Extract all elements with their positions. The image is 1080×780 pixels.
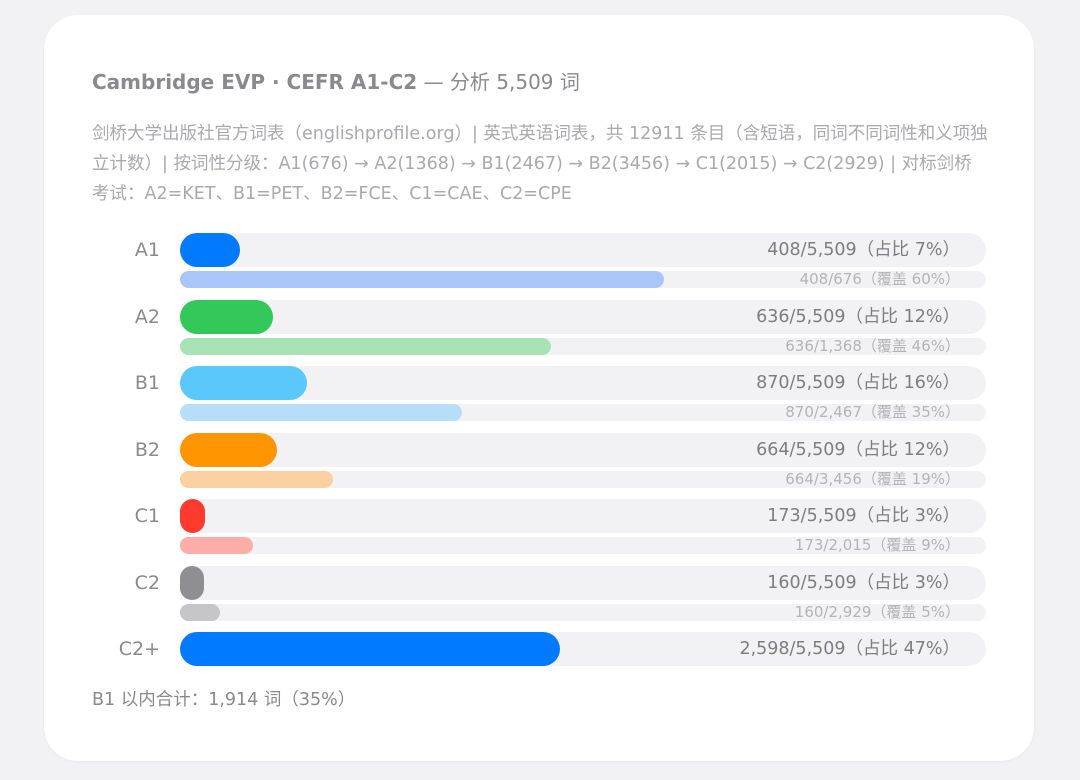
coverage-track-a1: 408/676（覆盖 60%） bbox=[180, 271, 986, 288]
chart-bars: A1 408/5,509（占比 7%） 408/676（覆盖 60%） A2 636/5… bbox=[44, 15, 1034, 761]
chart-title-count: — 分析 5,509 词 bbox=[417, 70, 580, 94]
coverage-track-c2: 160/2,929（覆盖 5%） bbox=[180, 604, 986, 621]
bar-track-c2: 160/5,509（占比 3%） bbox=[180, 566, 986, 600]
share-bar-a1 bbox=[180, 233, 240, 267]
level-label-c2-plus: C2+ bbox=[118, 638, 160, 660]
bar-track-a2: 636/5,509（占比 12%） bbox=[180, 300, 986, 334]
share-value-label-b1: 870/5,509（占比 16%） bbox=[756, 373, 960, 393]
level-label-b1: B1 bbox=[134, 372, 160, 394]
level-label-a1: A1 bbox=[134, 239, 160, 261]
share-bar-a2 bbox=[180, 300, 273, 334]
bar-track-c2-plus: 2,598/5,509（占比 47%） bbox=[180, 632, 986, 666]
share-bar-c2 bbox=[180, 566, 204, 600]
coverage-bar-a1 bbox=[180, 271, 664, 288]
share-value-label-c2-plus: 2,598/5,509（占比 47%） bbox=[739, 639, 960, 659]
coverage-bar-c2 bbox=[180, 604, 220, 621]
coverage-bar-c1 bbox=[180, 537, 253, 554]
share-bar-b1 bbox=[180, 366, 307, 400]
coverage-value-label-b1: 870/2,467（覆盖 35%） bbox=[785, 403, 960, 421]
coverage-track-c1: 173/2,015（覆盖 9%） bbox=[180, 537, 986, 554]
level-label-c2: C2 bbox=[134, 572, 160, 594]
share-bar-c2-plus bbox=[180, 632, 560, 666]
chart-title-main: Cambridge EVP · CEFR A1-C2 bbox=[92, 70, 418, 94]
bar-track-a1: 408/5,509（占比 7%） bbox=[180, 233, 986, 267]
coverage-bar-a2 bbox=[180, 338, 551, 355]
chart-description: 剑桥大学出版社官方词表（englishprofile.org）| 英式英语词表，… bbox=[92, 124, 988, 204]
level-label-c1: C1 bbox=[134, 505, 160, 527]
coverage-value-label-c1: 173/2,015（覆盖 9%） bbox=[794, 536, 960, 554]
share-value-label-b2: 664/5,509（占比 12%） bbox=[756, 440, 960, 460]
share-bar-c1 bbox=[180, 499, 205, 533]
bar-track-b2: 664/5,509（占比 12%） bbox=[180, 433, 986, 467]
coverage-value-label-a2: 636/1,368（覆盖 46%） bbox=[785, 337, 960, 355]
summary-text: B1 以内合计：1,914 词（35%） bbox=[92, 690, 356, 710]
share-bar-b2 bbox=[180, 433, 277, 467]
coverage-bar-b2 bbox=[180, 471, 333, 488]
bar-track-c1: 173/5,509（占比 3%） bbox=[180, 499, 986, 533]
coverage-value-label-c2: 160/2,929（覆盖 5%） bbox=[794, 603, 960, 621]
share-value-label-a1: 408/5,509（占比 7%） bbox=[767, 240, 960, 260]
chart-title: Cambridge EVP · CEFR A1-C2 — 分析 5,509 词 bbox=[92, 66, 580, 95]
share-value-label-a2: 636/5,509（占比 12%） bbox=[756, 307, 960, 327]
level-label-a2: A2 bbox=[134, 306, 160, 328]
chart-card: Cambridge EVP · CEFR A1-C2 — 分析 5,509 词 … bbox=[44, 15, 1034, 761]
coverage-track-b1: 870/2,467（覆盖 35%） bbox=[180, 404, 986, 421]
level-label-b2: B2 bbox=[134, 439, 160, 461]
coverage-value-label-b2: 664/3,456（覆盖 19%） bbox=[785, 470, 960, 488]
share-value-label-c1: 173/5,509（占比 3%） bbox=[767, 506, 960, 526]
coverage-bar-b1 bbox=[180, 404, 462, 421]
share-value-label-c2: 160/5,509（占比 3%） bbox=[767, 573, 960, 593]
coverage-value-label-a1: 408/676（覆盖 60%） bbox=[799, 270, 960, 288]
bar-track-b1: 870/5,509（占比 16%） bbox=[180, 366, 986, 400]
coverage-track-a2: 636/1,368（覆盖 46%） bbox=[180, 338, 986, 355]
coverage-track-b2: 664/3,456（覆盖 19%） bbox=[180, 471, 986, 488]
